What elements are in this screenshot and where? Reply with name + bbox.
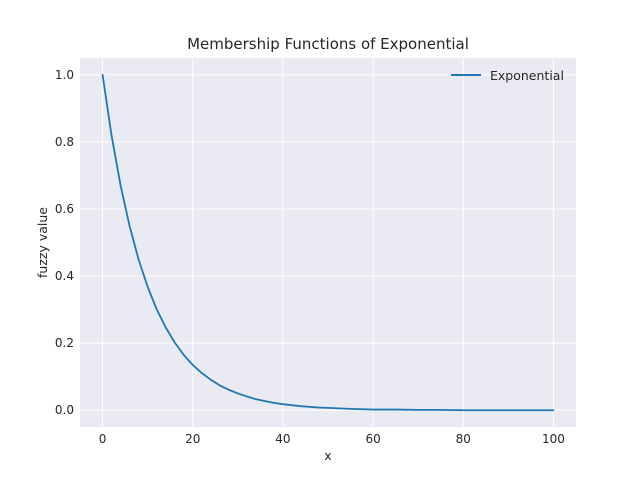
series-line-exponential	[101, 73, 555, 412]
plot-area	[80, 58, 576, 427]
x-tick-label: 100	[542, 432, 565, 446]
chart-title: Membership Functions of Exponential	[187, 35, 469, 53]
y-tick-label: 0.8	[55, 135, 74, 149]
x-axis-label: x	[324, 448, 331, 463]
y-tick-label: 0.4	[55, 269, 74, 283]
x-tick-label: 80	[456, 432, 471, 446]
legend: Exponential	[451, 68, 564, 83]
y-tick-label: 1.0	[55, 68, 74, 82]
y-tick-label: 0.2	[55, 336, 74, 350]
x-tick-label: 40	[275, 432, 290, 446]
y-tick-label: 0.0	[55, 403, 74, 417]
x-tick-label: 20	[185, 432, 200, 446]
legend-label-exponential: Exponential	[490, 68, 564, 83]
x-tick-label: 60	[365, 432, 380, 446]
x-tick-label: 0	[99, 432, 107, 446]
y-axis-label: fuzzy value	[35, 207, 50, 278]
y-tick-label: 0.6	[55, 202, 74, 216]
